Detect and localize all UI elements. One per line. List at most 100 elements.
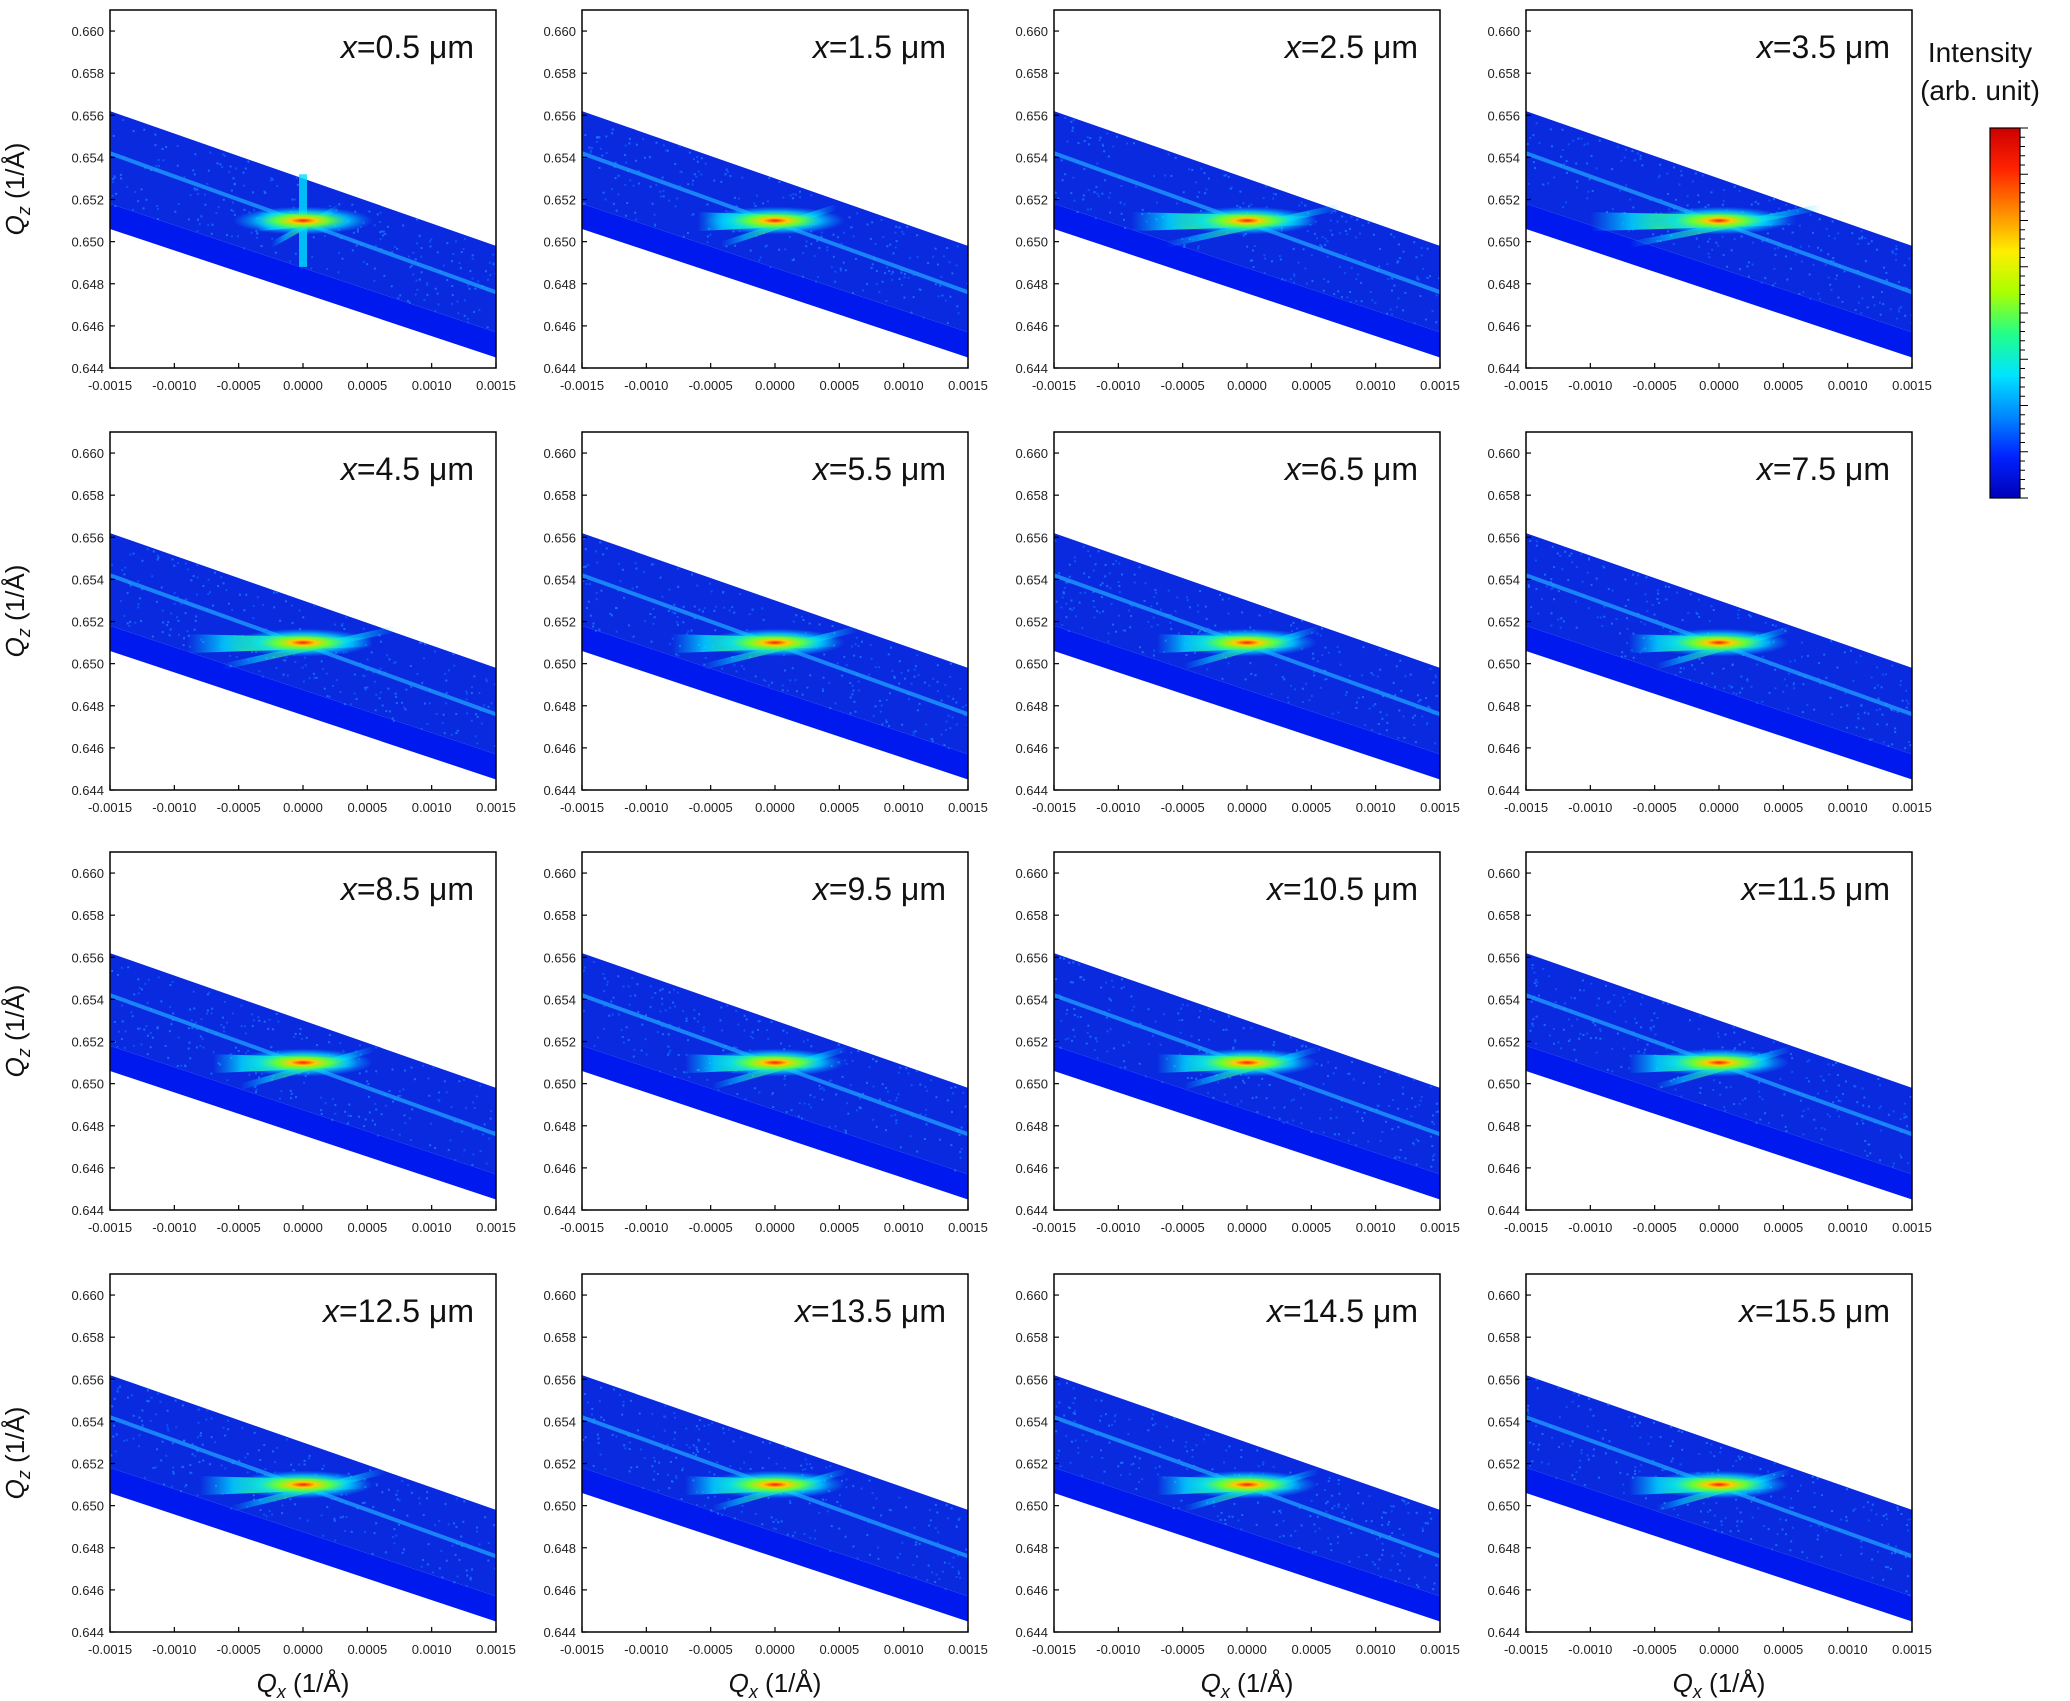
y-tick-label: 0.644 bbox=[543, 783, 576, 798]
y-tick-label: 0.650 bbox=[71, 657, 104, 672]
x-tick-label: 0.0005 bbox=[1763, 1642, 1803, 1657]
peak-intensity bbox=[1177, 206, 1317, 235]
y-tick-label: 0.660 bbox=[543, 24, 576, 39]
scan-band-lower-strip bbox=[1526, 203, 1912, 358]
panel-label-value: =1.5 μm bbox=[829, 29, 946, 65]
x-tick-label: 0.0015 bbox=[1420, 800, 1460, 815]
panel-label-var: x bbox=[1265, 1293, 1284, 1329]
plot-area bbox=[1526, 953, 1912, 1200]
panel: 0.644 0.646 0.648 0.650 0.652 0.654 0.656 0.658… bbox=[1015, 1273, 1460, 1701]
y-tick-label: 0.658 bbox=[543, 1330, 576, 1345]
y-axis-label: Qz (1/Å) bbox=[0, 565, 34, 658]
x-tick-label: -0.0010 bbox=[1568, 800, 1612, 815]
y-tick-label: 0.652 bbox=[543, 1035, 576, 1050]
y-tick-label: 0.646 bbox=[543, 1583, 576, 1598]
y-tick-label: 0.656 bbox=[1015, 950, 1048, 965]
y-tick-label: 0.648 bbox=[543, 699, 576, 714]
y-tick-label: 0.660 bbox=[71, 446, 104, 461]
y-tick-label: 0.652 bbox=[71, 1035, 104, 1050]
scan-band-lower-strip bbox=[110, 1045, 496, 1200]
x-tick-label: 0.0000 bbox=[755, 1642, 795, 1657]
y-tick-label: 0.650 bbox=[543, 1077, 576, 1092]
y-tick-label: 0.660 bbox=[543, 1288, 576, 1303]
y-tick-label: 0.656 bbox=[1487, 108, 1520, 123]
x-tick-label: -0.0005 bbox=[689, 800, 733, 815]
y-tick-label: 0.648 bbox=[1015, 277, 1048, 292]
peak-intensity bbox=[1649, 206, 1789, 235]
scan-band-lower-strip bbox=[582, 1467, 968, 1622]
y-tick-label: 0.658 bbox=[543, 488, 576, 503]
peak-intensity bbox=[705, 628, 845, 657]
panel: 0.644 0.646 0.648 0.650 0.652 0.654 0.656 0.658… bbox=[1015, 431, 1460, 815]
panel-label-value: =7.5 μm bbox=[1773, 451, 1890, 487]
panel-grid: 0.644 0.646 0.648 0.650 0.652 0.654 0.656 0.658… bbox=[0, 9, 1932, 1701]
y-tick-label: 0.654 bbox=[543, 572, 576, 587]
x-tick-label: 0.0000 bbox=[755, 1220, 795, 1235]
plot-area bbox=[110, 111, 496, 358]
y-tick-label: 0.660 bbox=[71, 1288, 104, 1303]
y-tick-label: 0.648 bbox=[71, 1541, 104, 1556]
y-tick-label: 0.660 bbox=[1015, 866, 1048, 881]
x-tick-label: -0.0015 bbox=[1504, 378, 1548, 393]
x-tick-label: -0.0005 bbox=[217, 378, 261, 393]
colorbar-title-line2: (arb. unit) bbox=[1920, 75, 2040, 106]
plot-area bbox=[1054, 111, 1440, 358]
y-tick-label: 0.648 bbox=[1487, 699, 1520, 714]
y-tick-label: 0.652 bbox=[1487, 1457, 1520, 1472]
x-tick-label: -0.0005 bbox=[1161, 378, 1205, 393]
panel-label: x=12.5 μm bbox=[321, 1293, 474, 1329]
x-tick-label: -0.0010 bbox=[1568, 1220, 1612, 1235]
x-tick-label: -0.0015 bbox=[1032, 378, 1076, 393]
panel-label: x=9.5 μm bbox=[811, 871, 946, 907]
y-tick-label: 0.650 bbox=[1015, 1077, 1048, 1092]
peak-intensity bbox=[705, 1048, 845, 1077]
y-tick-label: 0.648 bbox=[71, 699, 104, 714]
peak-intensity bbox=[1177, 1470, 1317, 1499]
panel-label-var: x bbox=[339, 451, 358, 487]
colorbar-title-line1: Intensity bbox=[1928, 37, 2032, 68]
x-tick-label: -0.0015 bbox=[560, 800, 604, 815]
x-tick-label: 0.0005 bbox=[347, 800, 387, 815]
x-tick-label: -0.0015 bbox=[1504, 1642, 1548, 1657]
peak-intensity bbox=[1649, 1470, 1789, 1499]
panel-label: x=1.5 μm bbox=[811, 29, 946, 65]
peak-intensity bbox=[233, 1048, 373, 1077]
y-tick-label: 0.660 bbox=[71, 866, 104, 881]
y-tick-label: 0.652 bbox=[71, 193, 104, 208]
y-tick-label: 0.656 bbox=[1487, 530, 1520, 545]
panel-label-var: x bbox=[1755, 29, 1774, 65]
panel-label-value: =9.5 μm bbox=[829, 871, 946, 907]
panel: 0.644 0.646 0.648 0.650 0.652 0.654 0.656 0.658… bbox=[0, 431, 516, 815]
y-tick-label: 0.656 bbox=[1015, 530, 1048, 545]
x-tick-label: 0.0000 bbox=[755, 800, 795, 815]
y-tick-label: 0.648 bbox=[543, 1541, 576, 1556]
x-tick-label: -0.0010 bbox=[152, 1220, 196, 1235]
x-tick-label: -0.0010 bbox=[624, 1220, 668, 1235]
y-tick-label: 0.654 bbox=[1015, 992, 1048, 1007]
panel-label-value: =2.5 μm bbox=[1301, 29, 1418, 65]
plot-area bbox=[1054, 953, 1440, 1200]
peak-intensity bbox=[1649, 1048, 1789, 1077]
x-tick-label: -0.0005 bbox=[1633, 378, 1677, 393]
plot-area bbox=[582, 1375, 968, 1622]
x-tick-label: 0.0015 bbox=[1892, 1220, 1932, 1235]
y-tick-label: 0.660 bbox=[1487, 1288, 1520, 1303]
y-tick-label: 0.648 bbox=[1487, 1119, 1520, 1134]
y-tick-label: 0.652 bbox=[1487, 1035, 1520, 1050]
x-tick-label: 0.0010 bbox=[884, 1642, 924, 1657]
x-tick-label: 0.0000 bbox=[283, 800, 323, 815]
panel: 0.644 0.646 0.648 0.650 0.652 0.654 0.656 0.658… bbox=[543, 851, 988, 1235]
y-tick-label: 0.646 bbox=[1487, 1583, 1520, 1598]
peak-intensity bbox=[705, 1470, 845, 1499]
x-tick-label: -0.0005 bbox=[1633, 800, 1677, 815]
colorbar-gradient bbox=[1989, 127, 2021, 499]
panel-label-var: x bbox=[811, 29, 830, 65]
y-tick-label: 0.658 bbox=[1015, 488, 1048, 503]
x-tick-label: 0.0015 bbox=[948, 800, 988, 815]
y-tick-label: 0.652 bbox=[543, 1457, 576, 1472]
panel-label-value: =8.5 μm bbox=[357, 871, 474, 907]
y-tick-label: 0.650 bbox=[543, 1499, 576, 1514]
x-tick-label: 0.0005 bbox=[347, 378, 387, 393]
plot-area bbox=[110, 953, 496, 1200]
x-tick-label: -0.0010 bbox=[152, 1642, 196, 1657]
